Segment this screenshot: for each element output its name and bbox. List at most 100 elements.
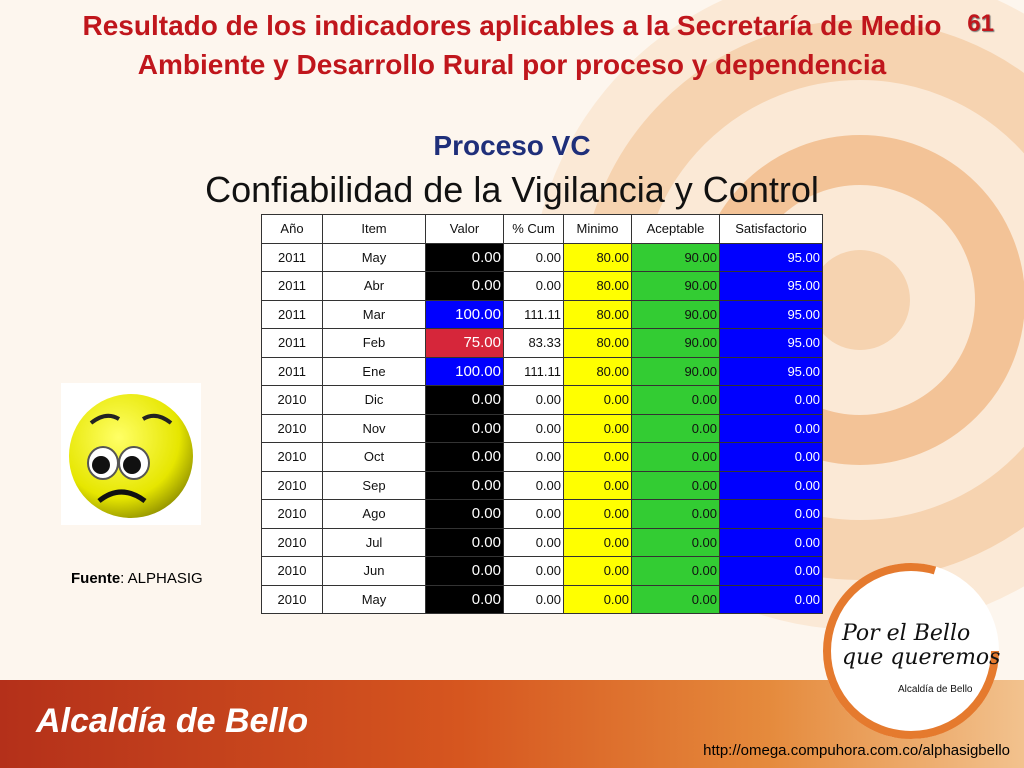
cell-aceptable: 0.00 bbox=[631, 499, 720, 529]
cell-satisfactorio: 0.00 bbox=[719, 556, 823, 586]
table-row: 2010 Sep 0.00 0.00 0.00 0.00 0.00 bbox=[261, 470, 823, 500]
source-label: Fuente bbox=[71, 570, 121, 587]
header-aceptable: Aceptable bbox=[631, 214, 720, 244]
cell-satisfactorio: 95.00 bbox=[719, 299, 823, 329]
table-row: 2010 Nov 0.00 0.00 0.00 0.00 0.00 bbox=[261, 413, 823, 443]
cell-ano: 2010 bbox=[261, 442, 323, 472]
logo-line-1: Por el Bello bbox=[842, 621, 971, 646]
cell-valor: 0.00 bbox=[425, 470, 504, 500]
indicator-title: Confiabilidad de la Vigilancia y Control bbox=[205, 169, 819, 210]
cell-aceptable: 90.00 bbox=[631, 271, 720, 301]
table-row: 2011 Feb 75.00 83.33 80.00 90.00 95.00 bbox=[261, 328, 823, 358]
cell-ano: 2010 bbox=[261, 584, 323, 614]
cell-ano: 2010 bbox=[261, 556, 323, 586]
page-number: 61 bbox=[967, 10, 994, 37]
table-row: 2010 May 0.00 0.00 0.00 0.00 0.00 bbox=[261, 584, 823, 614]
cell-item: Ago bbox=[322, 499, 426, 529]
table-row: 2011 May 0.00 0.00 80.00 90.00 95.00 bbox=[261, 242, 823, 272]
cell-valor: 100.00 bbox=[425, 356, 504, 386]
cell-valor: 0.00 bbox=[425, 584, 504, 614]
cell-valor: 0.00 bbox=[425, 499, 504, 529]
cell-cum: 0.00 bbox=[503, 556, 564, 586]
cell-minimo: 80.00 bbox=[563, 242, 632, 272]
cell-aceptable: 90.00 bbox=[631, 356, 720, 386]
cell-satisfactorio: 0.00 bbox=[719, 470, 823, 500]
header-cum: % Cum bbox=[503, 214, 564, 244]
cell-valor: 0.00 bbox=[425, 242, 504, 272]
cell-aceptable: 0.00 bbox=[631, 556, 720, 586]
cell-ano: 2010 bbox=[261, 470, 323, 500]
cell-item: Jul bbox=[322, 527, 426, 557]
source-note: Fuente: ALPHASIG bbox=[71, 570, 203, 587]
cell-item: May bbox=[322, 584, 426, 614]
cell-aceptable: 0.00 bbox=[631, 413, 720, 443]
cell-satisfactorio: 95.00 bbox=[719, 271, 823, 301]
cell-satisfactorio: 0.00 bbox=[719, 442, 823, 472]
cell-satisfactorio: 95.00 bbox=[719, 328, 823, 358]
indicator-table: Año Item Valor % Cum Minimo Aceptable Sa… bbox=[261, 214, 823, 614]
table-row: 2011 Abr 0.00 0.00 80.00 90.00 95.00 bbox=[261, 271, 823, 301]
cell-satisfactorio: 0.00 bbox=[719, 527, 823, 557]
logo-small-text: Alcaldía de Bello bbox=[898, 684, 973, 695]
cell-satisfactorio: 0.00 bbox=[719, 413, 823, 443]
cell-item: Jun bbox=[322, 556, 426, 586]
logo-line-2: que queremos bbox=[842, 645, 1001, 670]
cell-cum: 0.00 bbox=[503, 242, 564, 272]
table-row: 2010 Jul 0.00 0.00 0.00 0.00 0.00 bbox=[261, 527, 823, 557]
cell-valor: 0.00 bbox=[425, 442, 504, 472]
cell-valor: 0.00 bbox=[425, 413, 504, 443]
cell-aceptable: 0.00 bbox=[631, 470, 720, 500]
footer-brand: Alcaldía de Bello bbox=[36, 702, 309, 740]
cell-satisfactorio: 95.00 bbox=[719, 356, 823, 386]
cell-minimo: 0.00 bbox=[563, 385, 632, 415]
cell-cum: 0.00 bbox=[503, 385, 564, 415]
cell-item: Feb bbox=[322, 328, 426, 358]
cell-minimo: 0.00 bbox=[563, 499, 632, 529]
sad-face-icon bbox=[61, 383, 201, 525]
cell-item: May bbox=[322, 242, 426, 272]
cell-ano: 2010 bbox=[261, 413, 323, 443]
cell-cum: 0.00 bbox=[503, 499, 564, 529]
cell-minimo: 80.00 bbox=[563, 356, 632, 386]
campaign-logo bbox=[823, 563, 999, 739]
cell-cum: 0.00 bbox=[503, 442, 564, 472]
cell-item: Nov bbox=[322, 413, 426, 443]
table-row: 2011 Mar 100.00 111.11 80.00 90.00 95.00 bbox=[261, 299, 823, 329]
table-header-row: Año Item Valor % Cum Minimo Aceptable Sa… bbox=[261, 214, 823, 244]
table-row: 2010 Oct 0.00 0.00 0.00 0.00 0.00 bbox=[261, 442, 823, 472]
cell-aceptable: 0.00 bbox=[631, 442, 720, 472]
cell-valor: 0.00 bbox=[425, 527, 504, 557]
cell-minimo: 0.00 bbox=[563, 442, 632, 472]
cell-cum: 111.11 bbox=[503, 356, 564, 386]
table-row: 2011 Ene 100.00 111.11 80.00 90.00 95.00 bbox=[261, 356, 823, 386]
cell-valor: 75.00 bbox=[425, 328, 504, 358]
cell-ano: 2011 bbox=[261, 271, 323, 301]
header-minimo: Minimo bbox=[563, 214, 632, 244]
cell-item: Abr bbox=[322, 271, 426, 301]
cell-satisfactorio: 0.00 bbox=[719, 499, 823, 529]
cell-cum: 0.00 bbox=[503, 584, 564, 614]
cell-item: Ene bbox=[322, 356, 426, 386]
table-row: 2010 Jun 0.00 0.00 0.00 0.00 0.00 bbox=[261, 556, 823, 586]
cell-satisfactorio: 0.00 bbox=[719, 584, 823, 614]
cell-cum: 83.33 bbox=[503, 328, 564, 358]
cell-minimo: 0.00 bbox=[563, 470, 632, 500]
cell-cum: 0.00 bbox=[503, 413, 564, 443]
cell-cum: 0.00 bbox=[503, 527, 564, 557]
cell-ano: 2010 bbox=[261, 527, 323, 557]
cell-aceptable: 0.00 bbox=[631, 584, 720, 614]
header-ano: Año bbox=[261, 214, 323, 244]
cell-valor: 100.00 bbox=[425, 299, 504, 329]
cell-ano: 2011 bbox=[261, 299, 323, 329]
cell-aceptable: 0.00 bbox=[631, 527, 720, 557]
cell-valor: 0.00 bbox=[425, 271, 504, 301]
cell-item: Oct bbox=[322, 442, 426, 472]
cell-minimo: 0.00 bbox=[563, 584, 632, 614]
cell-item: Mar bbox=[322, 299, 426, 329]
source-url[interactable]: http://omega.compuhora.com.co/alphasigbe… bbox=[703, 742, 1010, 759]
cell-ano: 2011 bbox=[261, 328, 323, 358]
cell-aceptable: 90.00 bbox=[631, 328, 720, 358]
cell-minimo: 0.00 bbox=[563, 413, 632, 443]
cell-aceptable: 90.00 bbox=[631, 299, 720, 329]
header-item: Item bbox=[322, 214, 426, 244]
